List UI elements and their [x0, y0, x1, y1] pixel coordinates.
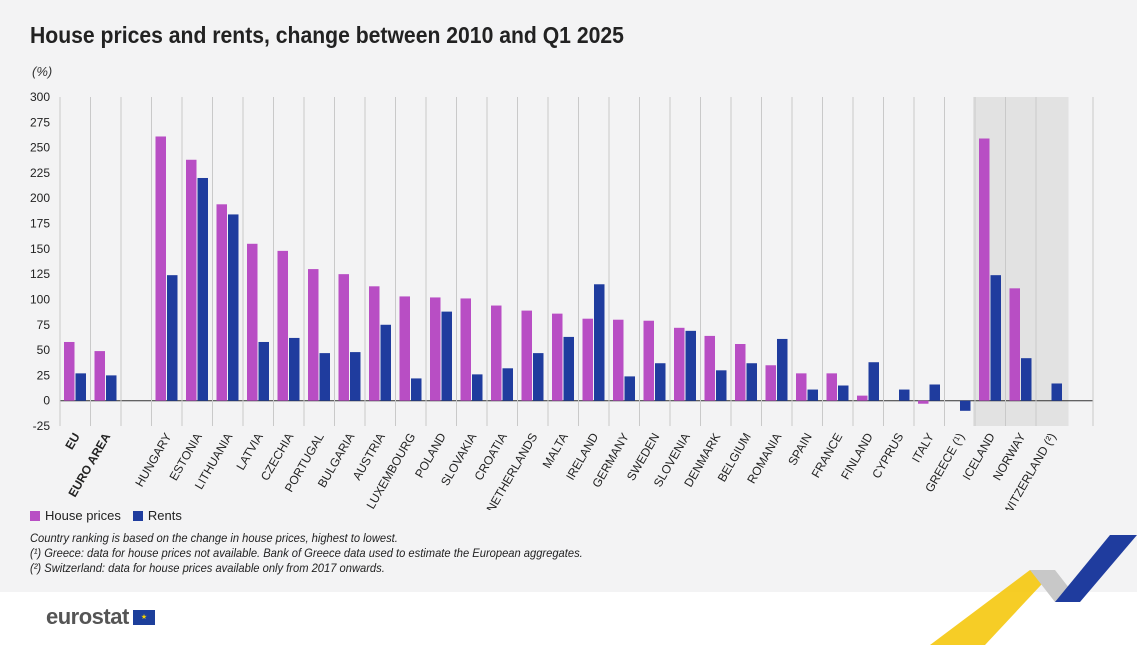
- bar-rents: [258, 341, 269, 401]
- x-category-label: SPAIN: [785, 431, 815, 468]
- legend-label-house-prices: House prices: [45, 508, 121, 523]
- bar-rents: [533, 353, 544, 401]
- bar-house-prices: [94, 351, 105, 401]
- bar-rents: [350, 352, 361, 401]
- decorative-ribbon-graphic: [930, 535, 1137, 645]
- bar-rents: [197, 177, 208, 401]
- chart-title: House prices and rents, change between 2…: [30, 22, 624, 48]
- bar-house-prices: [552, 313, 563, 401]
- x-category-label: ITALY: [909, 431, 937, 465]
- bar-house-prices: [765, 365, 776, 401]
- bar-rents: [228, 214, 239, 401]
- note-ranking: Country ranking is based on the change i…: [30, 531, 398, 545]
- y-tick-label: 275: [30, 115, 50, 129]
- bar-rents: [563, 336, 574, 401]
- bar-house-prices: [338, 274, 349, 401]
- y-axis-unit: (%): [32, 64, 53, 79]
- bar-rents: [960, 400, 971, 411]
- legend-label-rents: Rents: [147, 508, 182, 523]
- chart-notes: Country ranking is based on the change i…: [30, 531, 624, 576]
- bar-rents: [929, 384, 940, 401]
- bar-house-prices: [1009, 288, 1020, 401]
- eurostat-logo-text: eurostat: [46, 604, 129, 629]
- legend: House prices Rents: [30, 508, 182, 523]
- bar-house-prices: [826, 373, 837, 401]
- bar-rents: [807, 389, 818, 401]
- x-category-label: LATVIA: [233, 431, 265, 473]
- legend-item-rents: Rents: [132, 508, 182, 523]
- bar-rents: [685, 330, 696, 401]
- bar-rents: [106, 375, 117, 401]
- bar-house-prices: [521, 310, 532, 401]
- y-tick-label: 50: [37, 343, 51, 357]
- bar-house-prices: [735, 344, 746, 401]
- bar-rents: [472, 374, 483, 401]
- eu-flag-icon: ★: [132, 609, 155, 625]
- bar-house-prices: [216, 204, 227, 401]
- bar-rents: [655, 363, 666, 401]
- y-tick-label: 225: [30, 166, 50, 180]
- y-tick-label: 300: [30, 90, 50, 104]
- bar-house-prices: [491, 305, 502, 401]
- y-tick-label: 200: [30, 191, 50, 205]
- y-tick-label: 0: [43, 394, 50, 408]
- x-category-label: EU: [62, 431, 82, 452]
- y-tick-label: 175: [30, 217, 50, 231]
- bar-house-prices: [155, 136, 166, 401]
- bar-house-prices: [399, 296, 410, 401]
- bar-house-prices: [247, 243, 258, 401]
- bar-rents: [594, 284, 605, 401]
- bar-rents: [167, 275, 178, 401]
- bar-rents: [1051, 383, 1062, 401]
- note-greece: (¹) Greece: data for house prices not av…: [30, 546, 583, 560]
- y-tick-label: 250: [30, 141, 50, 155]
- legend-swatch-house-prices: [30, 510, 40, 521]
- x-category-label: HUNGARY: [132, 431, 174, 490]
- eurostat-logo: eurostat ★: [46, 604, 155, 630]
- bar-house-prices: [704, 335, 715, 401]
- bar-house-prices: [308, 269, 319, 401]
- bar-rents: [319, 353, 330, 401]
- bar-house-prices: [64, 341, 75, 401]
- y-tick-label: 125: [30, 267, 50, 281]
- bar-rents: [75, 373, 86, 401]
- bar-house-prices: [369, 286, 380, 401]
- bar-rents: [289, 337, 300, 401]
- bar-rents: [838, 385, 849, 401]
- note-switzerland: (²) Switzerland: data for house prices a…: [30, 561, 385, 575]
- x-category-label: MALTA: [540, 431, 571, 471]
- bar-house-prices: [643, 320, 654, 401]
- bar-rents: [441, 311, 452, 401]
- bar-rents: [777, 338, 788, 401]
- bar-rents: [716, 370, 727, 401]
- bar-rents: [502, 368, 513, 401]
- bar-rents: [411, 378, 422, 401]
- bar-house-prices: [430, 297, 441, 401]
- bar-house-prices: [582, 318, 593, 401]
- legend-item-house-prices: House prices: [30, 508, 121, 523]
- y-tick-label: 25: [37, 368, 51, 382]
- bar-house-prices: [613, 319, 624, 401]
- bar-rents: [1021, 358, 1032, 401]
- bar-rents: [899, 389, 910, 401]
- bar-rents: [746, 363, 757, 401]
- bar-rents: [380, 324, 391, 401]
- bar-rents: [868, 362, 879, 401]
- y-tick-label: 75: [37, 318, 51, 332]
- bar-rents: [624, 376, 635, 401]
- bar-house-prices: [460, 298, 471, 401]
- bar-rents: [990, 275, 1001, 401]
- bar-chart: -250255075100125150175200225250275300EUE…: [30, 90, 1094, 510]
- bar-house-prices: [857, 395, 868, 401]
- y-tick-label: -25: [33, 419, 51, 433]
- bar-house-prices: [186, 159, 197, 401]
- y-tick-label: 100: [30, 292, 50, 306]
- legend-swatch-rents: [132, 510, 143, 521]
- bar-house-prices: [979, 138, 990, 401]
- bar-house-prices: [674, 327, 685, 401]
- bar-house-prices: [918, 400, 929, 404]
- y-tick-label: 150: [30, 242, 50, 256]
- bar-house-prices: [796, 373, 807, 401]
- bar-house-prices: [277, 250, 288, 401]
